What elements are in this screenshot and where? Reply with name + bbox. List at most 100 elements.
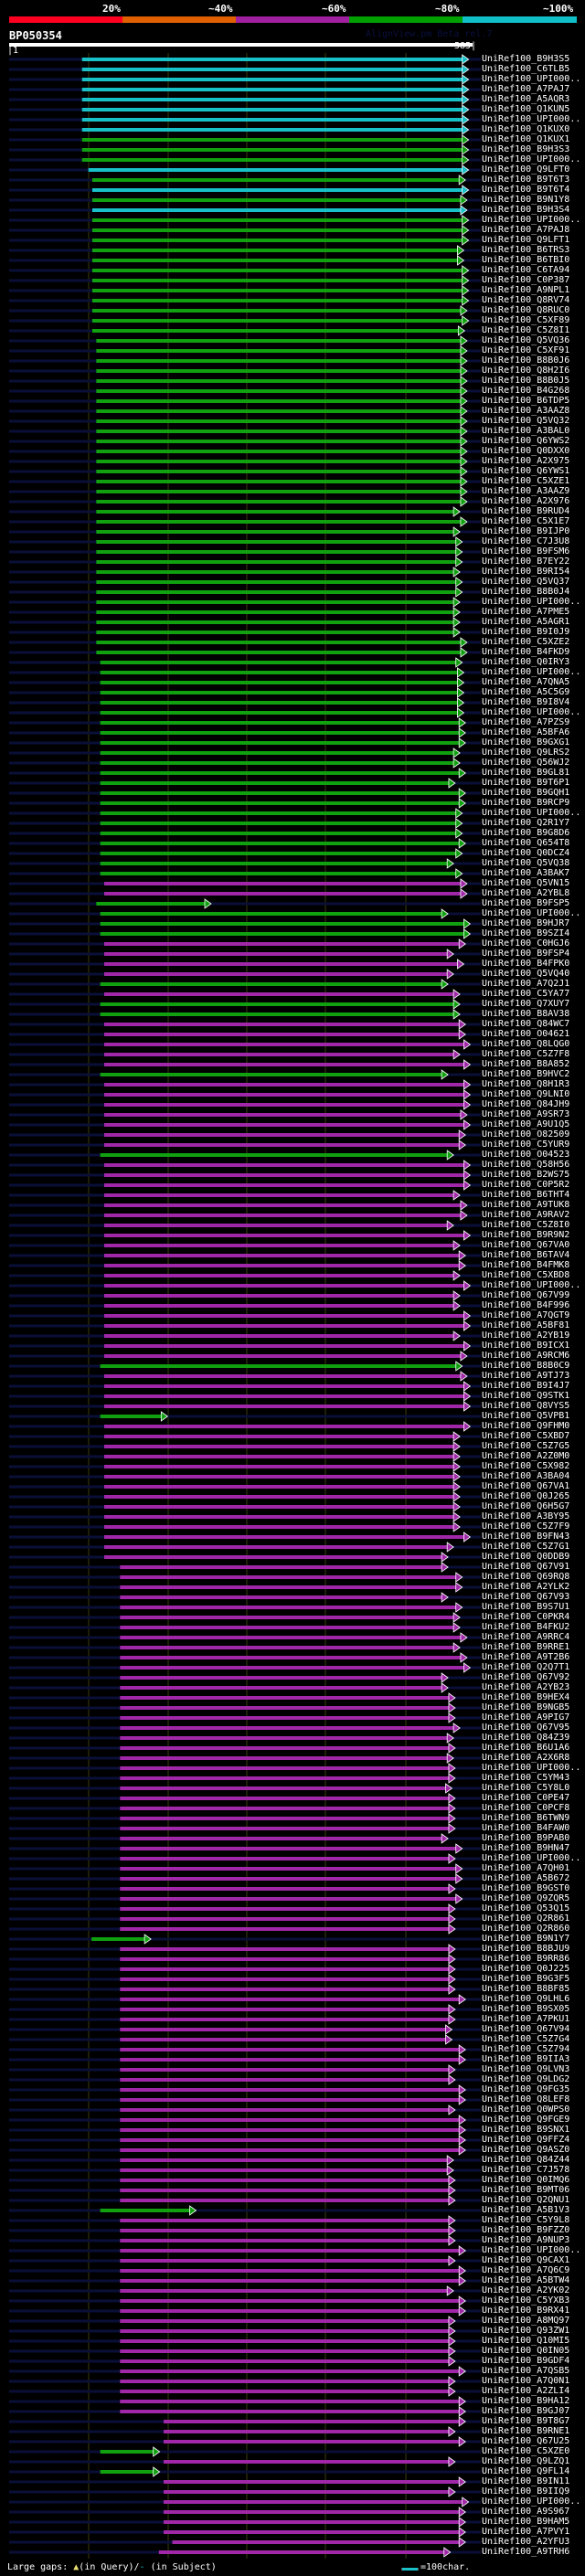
- hit-label[interactable]: UniRef100_B9T6P1: [482, 778, 570, 788]
- hit-label[interactable]: UniRef100_Q0DDB9: [482, 1552, 570, 1562]
- hit-label[interactable]: UniRef100_UPI000..: [482, 707, 581, 717]
- hit-label[interactable]: UniRef100_Q93ZW1: [482, 2326, 570, 2336]
- hit-label[interactable]: UniRef100_B9SZI4: [482, 928, 570, 938]
- hit-label[interactable]: UniRef100_Q9LVN3: [482, 2064, 570, 2074]
- hit-label[interactable]: UniRef100_Q9FFZ4: [482, 2135, 570, 2145]
- hit-label[interactable]: UniRef100_O04523: [482, 1150, 570, 1160]
- hit-label[interactable]: UniRef100_A7QSB5: [482, 2366, 570, 2376]
- hit-label[interactable]: UniRef100_A2X6R8: [482, 1753, 570, 1763]
- hit-label[interactable]: UniRef100_B9FSP4: [482, 949, 570, 959]
- hit-label[interactable]: UniRef100_Q0IN05: [482, 2346, 570, 2356]
- hit-label[interactable]: UniRef100_B9R9N2: [482, 1230, 570, 1240]
- hit-label[interactable]: UniRef100_A9NPL1: [482, 285, 570, 295]
- hit-label[interactable]: UniRef100_Q6YWS1: [482, 466, 570, 476]
- hit-label[interactable]: UniRef100_Q5VQ40: [482, 969, 570, 979]
- hit-label[interactable]: UniRef100_Q67V94: [482, 2024, 570, 2034]
- hit-label[interactable]: UniRef100_A2Z0M0: [482, 1451, 570, 1461]
- hit-label[interactable]: UniRef100_B9FSM6: [482, 546, 570, 557]
- hit-label[interactable]: UniRef100_Q69RQ8: [482, 1572, 570, 1582]
- hit-label[interactable]: UniRef100_C0P387: [482, 275, 570, 285]
- hit-label[interactable]: UniRef100_A3BA04: [482, 1471, 570, 1481]
- hit-label[interactable]: UniRef100_Q58H56: [482, 1160, 570, 1170]
- hit-label[interactable]: UniRef100_Q9STK1: [482, 1391, 570, 1401]
- hit-label[interactable]: UniRef100_A2YLK2: [482, 1582, 570, 1592]
- hit-label[interactable]: UniRef100_Q2QNU1: [482, 2195, 570, 2205]
- hit-label[interactable]: UniRef100_Q5VQ36: [482, 335, 570, 345]
- hit-label[interactable]: UniRef100_Q10MI5: [482, 2336, 570, 2346]
- hit-label[interactable]: UniRef100_Q9LNI0: [482, 1089, 570, 1099]
- hit-label[interactable]: UniRef100_B4FAW0: [482, 1823, 570, 1833]
- hit-label[interactable]: UniRef100_B9SX05: [482, 2004, 570, 2014]
- hit-label[interactable]: UniRef100_B6U1A6: [482, 1743, 570, 1753]
- hit-label[interactable]: UniRef100_C5Z7G5: [482, 1441, 570, 1451]
- hit-label[interactable]: UniRef100_C0HGJ6: [482, 938, 570, 949]
- hit-label[interactable]: UniRef100_B8B0J5: [482, 376, 570, 386]
- hit-label[interactable]: UniRef100_C5XZE1: [482, 476, 570, 486]
- hit-label[interactable]: UniRef100_Q9ASZ0: [482, 2145, 570, 2155]
- hit-label[interactable]: UniRef100_C7J3U8: [482, 536, 570, 546]
- hit-label[interactable]: UniRef100_B8BF85: [482, 1984, 570, 1994]
- hit-label[interactable]: UniRef100_Q8LQG0: [482, 1039, 570, 1049]
- hit-label[interactable]: UniRef100_Q8LEF8: [482, 2094, 570, 2104]
- hit-label[interactable]: UniRef100_Q9FL14: [482, 2466, 570, 2476]
- hit-label[interactable]: UniRef100_Q9CAX1: [482, 2255, 570, 2265]
- hit-label[interactable]: UniRef100_UPI000..: [482, 1853, 581, 1863]
- hit-label[interactable]: UniRef100_B4G268: [482, 386, 570, 396]
- hit-label[interactable]: UniRef100_A9PIG7: [482, 1712, 570, 1723]
- hit-label[interactable]: UniRef100_A7PME5: [482, 607, 570, 617]
- hit-label[interactable]: UniRef100_Q9LFT0: [482, 164, 570, 175]
- hit-label[interactable]: UniRef100_B9I0J9: [482, 627, 570, 637]
- hit-label[interactable]: UniRef100_Q8RUC0: [482, 305, 570, 315]
- hit-label[interactable]: UniRef100_C5XZE0: [482, 2446, 570, 2456]
- hit-label[interactable]: UniRef100_A7Q6C9: [482, 2265, 570, 2275]
- hit-label[interactable]: UniRef100_B9I4J7: [482, 1381, 570, 1391]
- hit-label[interactable]: UniRef100_C5XBD8: [482, 1270, 570, 1280]
- hit-label[interactable]: UniRef100_B8B0J4: [482, 587, 570, 597]
- hit-label[interactable]: UniRef100_B9FSP5: [482, 898, 570, 908]
- hit-label[interactable]: UniRef100_UPI000..: [482, 1763, 581, 1773]
- hit-label[interactable]: UniRef100_A2YK02: [482, 2285, 570, 2295]
- hit-label[interactable]: UniRef100_Q84JH9: [482, 1099, 570, 1109]
- hit-label[interactable]: UniRef100_A3BY95: [482, 1511, 570, 1521]
- hit-label[interactable]: UniRef100_B8A852: [482, 1059, 570, 1069]
- hit-label[interactable]: UniRef100_B9PAB0: [482, 1833, 570, 1843]
- hit-label[interactable]: UniRef100_A3BAL0: [482, 426, 570, 436]
- hit-label[interactable]: UniRef100_B8B0J6: [482, 355, 570, 366]
- hit-label[interactable]: UniRef100_B6TWN9: [482, 1813, 570, 1823]
- hit-label[interactable]: UniRef100_B9T6T3: [482, 175, 570, 185]
- hit-label[interactable]: UniRef100_A3BAK7: [482, 868, 570, 878]
- hit-label[interactable]: UniRef100_B9RX41: [482, 2306, 570, 2316]
- hit-label[interactable]: UniRef100_A5BTW4: [482, 2275, 570, 2285]
- hit-label[interactable]: UniRef100_B9H3S3: [482, 144, 570, 154]
- hit-label[interactable]: UniRef100_B6TBI0: [482, 255, 570, 265]
- hit-label[interactable]: UniRef100_Q9FG35: [482, 2084, 570, 2094]
- hit-label[interactable]: UniRef100_B2WS75: [482, 1170, 570, 1180]
- hit-label[interactable]: UniRef100_Q2Q7T1: [482, 1662, 570, 1672]
- hit-label[interactable]: UniRef100_C5YXB3: [482, 2295, 570, 2306]
- hit-label[interactable]: UniRef100_C5Z7G1: [482, 1542, 570, 1552]
- hit-label[interactable]: UniRef100_Q6YWS2: [482, 436, 570, 446]
- hit-label[interactable]: UniRef100_Q9LFT1: [482, 235, 570, 245]
- hit-label[interactable]: UniRef100_C5YM43: [482, 1773, 570, 1783]
- hit-label[interactable]: UniRef100_Q9LHL6: [482, 1994, 570, 2004]
- hit-label[interactable]: UniRef100_Q0IMQ6: [482, 2175, 570, 2185]
- hit-label[interactable]: UniRef100_UPI000..: [482, 1280, 581, 1290]
- hit-label[interactable]: UniRef100_B7EY22: [482, 557, 570, 567]
- hit-label[interactable]: UniRef100_B9S7U1: [482, 1602, 570, 1612]
- hit-label[interactable]: UniRef100_B9RCP9: [482, 798, 570, 808]
- hit-label[interactable]: UniRef100_B9HJR7: [482, 918, 570, 928]
- hit-label[interactable]: UniRef100_Q0J265: [482, 1491, 570, 1501]
- hit-label[interactable]: UniRef100_A9NUP3: [482, 2235, 570, 2245]
- hit-label[interactable]: UniRef100_Q6H5G7: [482, 1501, 570, 1511]
- hit-label[interactable]: UniRef100_C5XF91: [482, 345, 570, 355]
- hit-label[interactable]: UniRef100_UPI000..: [482, 2245, 581, 2255]
- hit-label[interactable]: UniRef100_C5Z7F9: [482, 1521, 570, 1532]
- hit-label[interactable]: UniRef100_Q8H2I6: [482, 366, 570, 376]
- hit-label[interactable]: UniRef100_B9GL81: [482, 768, 570, 778]
- hit-label[interactable]: UniRef100_B9RNE1: [482, 2426, 570, 2436]
- hit-label[interactable]: UniRef100_Q2R861: [482, 1913, 570, 1924]
- hit-label[interactable]: UniRef100_A2ZLI4: [482, 2386, 570, 2396]
- hit-label[interactable]: UniRef100_Q9FGE9: [482, 2115, 570, 2125]
- hit-label[interactable]: UniRef100_A7PZS9: [482, 717, 570, 727]
- hit-label[interactable]: UniRef100_A3AAZ9: [482, 486, 570, 496]
